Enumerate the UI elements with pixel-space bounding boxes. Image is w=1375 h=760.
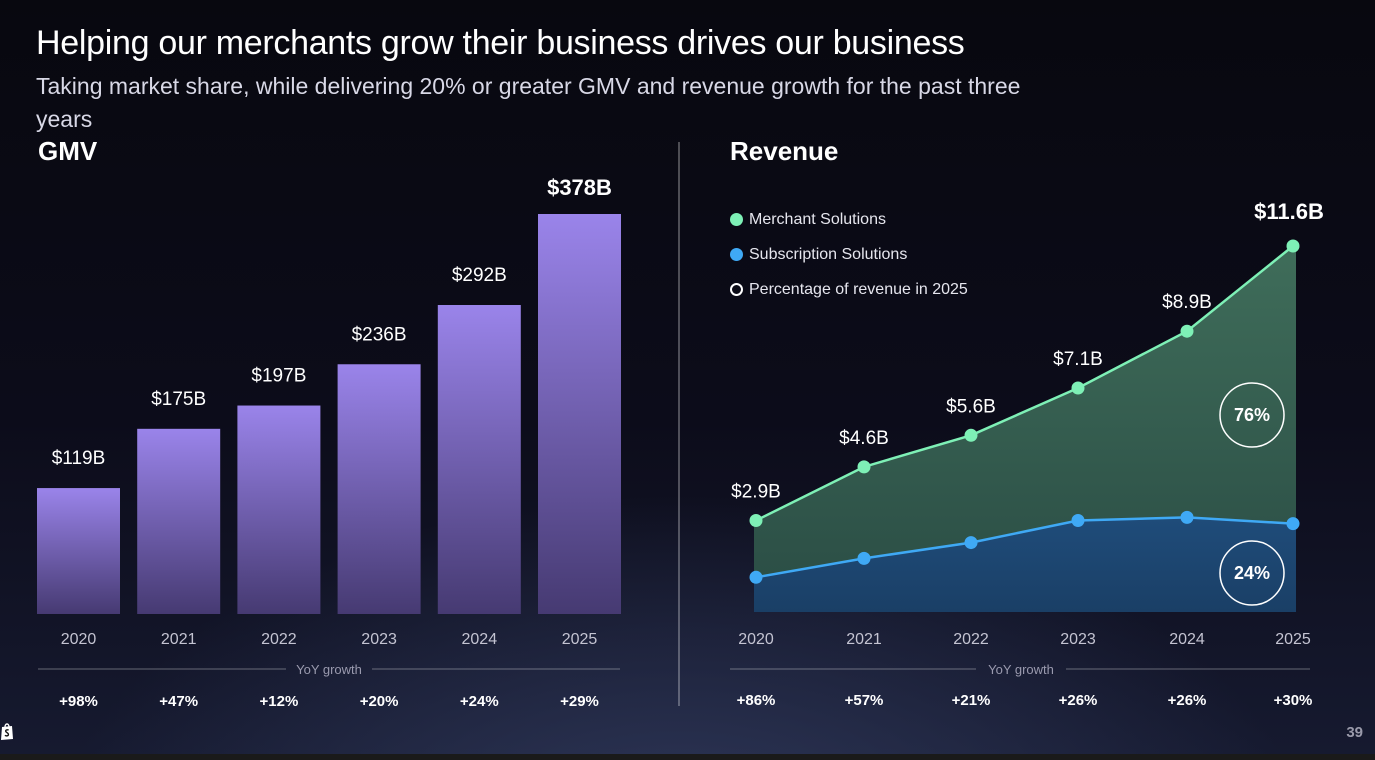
- legend-item-merchant-solutions: Merchant Solutions: [730, 202, 968, 237]
- chart-divider: [678, 142, 680, 706]
- gmv-year-label: 2023: [361, 631, 397, 648]
- subscription-solutions-line: [755, 516, 1294, 579]
- gmv-bar-2020: [37, 488, 120, 614]
- revenue-year-label: 2023: [1060, 631, 1096, 648]
- gmv-value-label: $197B: [251, 366, 306, 387]
- gmv-growth-label: +24%: [460, 693, 499, 710]
- subscription-solutions-area: [754, 517, 1296, 612]
- gmv-growth-label: +98%: [59, 693, 98, 710]
- gmv-year-label: 2025: [562, 631, 598, 648]
- revenue-growth-caption: YoY growth: [988, 662, 1054, 677]
- merchant-solutions-point: [749, 514, 763, 527]
- gmv-bar-chart: $119B 2020 +98% $175B 2021 +47% $197B 2022 +12% $…: [37, 175, 621, 710]
- subscription-solutions-point: [964, 536, 978, 550]
- revenue-year-label: 2024: [1169, 631, 1205, 648]
- revenue-area-chart: $2.9B 2020 +86% $4.6B 2021 +57% $5.6B 2022 +21% $…: [731, 199, 1324, 709]
- subscription-share-label: 24%: [1234, 563, 1270, 583]
- bottom-bar: [0, 754, 1375, 760]
- gmv-growth-label: +29%: [560, 693, 599, 710]
- merchant-solutions-point: [1071, 381, 1085, 395]
- legend-item-subscription-solutions: Subscription Solutions: [730, 237, 968, 272]
- revenue-total-label: $2.9B: [731, 482, 781, 503]
- gmv-value-label: $378B: [547, 175, 612, 200]
- gmv-value-label: $236B: [352, 324, 407, 345]
- merchant-solutions-point: [1180, 324, 1194, 338]
- gmv-year-label: 2024: [462, 631, 498, 648]
- revenue-growth-label: +57%: [845, 692, 884, 709]
- legend-label: Percentage of revenue in 2025: [749, 280, 968, 298]
- revenue-year-label: 2022: [953, 631, 989, 648]
- revenue-growth-label: +86%: [737, 692, 776, 709]
- legend-item-percentage: Percentage of revenue in 2025: [730, 272, 968, 307]
- gmv-chart-title: GMV: [38, 136, 98, 166]
- page-number: 39: [1346, 724, 1363, 741]
- gmv-growth-caption: YoY growth: [296, 662, 362, 677]
- gmv-bar-2024: [437, 305, 521, 614]
- revenue-chart-title: Revenue: [730, 136, 839, 166]
- subscription-solutions-point: [1071, 514, 1085, 527]
- legend-label: Subscription Solutions: [749, 245, 908, 263]
- subscription-solutions-point: [749, 570, 763, 584]
- legend-label: Merchant Solutions: [749, 210, 886, 228]
- gmv-year-label: 2020: [61, 631, 97, 648]
- revenue-total-label: $4.6B: [839, 428, 889, 449]
- gmv-year-label: 2021: [161, 631, 197, 648]
- gmv-bar-2021: [137, 428, 221, 614]
- revenue-growth-label: +26%: [1168, 692, 1207, 709]
- gmv-growth-label: +12%: [260, 693, 299, 710]
- gmv-growth-label: +47%: [159, 693, 198, 710]
- subscription-solutions-swatch: [730, 248, 743, 261]
- revenue-growth-label: +30%: [1274, 692, 1313, 709]
- subscription-solutions-point: [1180, 510, 1194, 524]
- gmv-value-label: $175B: [151, 389, 206, 410]
- revenue-legend: Merchant Solutions Subscription Solution…: [730, 202, 968, 307]
- merchant-solutions-swatch: [730, 213, 743, 226]
- merchant-solutions-point: [1286, 239, 1300, 253]
- merchant-solutions-point: [857, 460, 871, 474]
- gmv-bar-2022: [237, 405, 321, 614]
- gmv-bar-2025: [538, 214, 621, 614]
- revenue-growth-label: +21%: [952, 692, 991, 709]
- revenue-year-label: 2025: [1275, 631, 1311, 648]
- merchant-share-label: 76%: [1234, 405, 1270, 425]
- slide-title: Helping our merchants grow their busines…: [36, 24, 965, 62]
- merchant-solutions-line: [755, 245, 1294, 522]
- revenue-year-label: 2021: [846, 631, 882, 648]
- revenue-year-label: 2020: [738, 631, 774, 648]
- subscription-solutions-point: [857, 551, 871, 565]
- subscription-solutions-point: [1286, 517, 1300, 531]
- shopify-bag-icon: [1, 723, 13, 740]
- gmv-bar-2023: [337, 364, 421, 614]
- revenue-total-label: $5.6B: [946, 396, 996, 417]
- slide-subtitle: Taking market share, while delivering 20…: [36, 73, 1021, 132]
- gmv-growth-label: +20%: [360, 693, 399, 710]
- revenue-total-label: $11.6B: [1254, 199, 1324, 224]
- gmv-value-label: $292B: [452, 265, 507, 286]
- revenue-total-label: $7.1B: [1053, 349, 1103, 370]
- gmv-value-label: $119B: [52, 448, 106, 469]
- revenue-growth-label: +26%: [1059, 692, 1098, 709]
- merchant-share-circle: [1219, 382, 1285, 448]
- percentage-circle-swatch: [730, 283, 743, 296]
- revenue-total-label: $8.9B: [1162, 292, 1212, 313]
- subscription-share-circle: [1219, 540, 1285, 606]
- merchant-solutions-point: [964, 428, 978, 442]
- gmv-year-label: 2022: [261, 631, 297, 648]
